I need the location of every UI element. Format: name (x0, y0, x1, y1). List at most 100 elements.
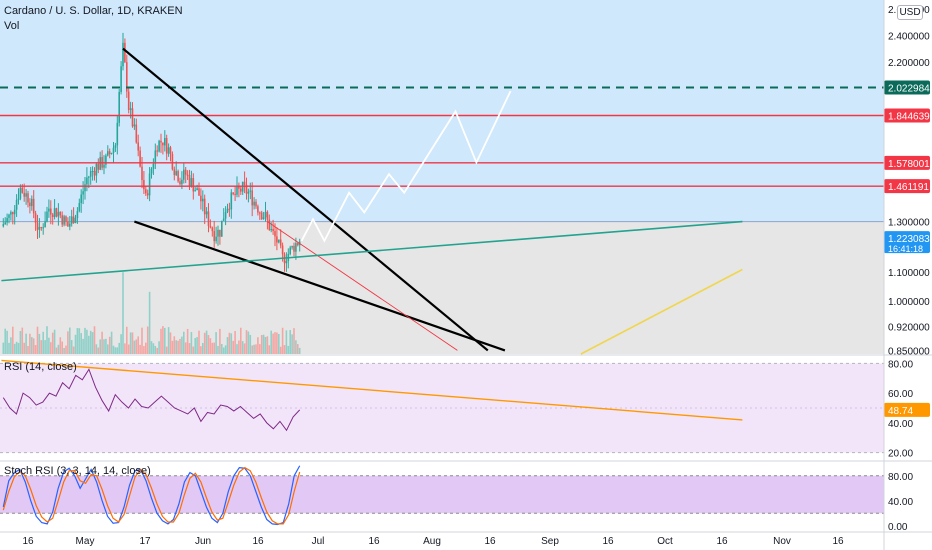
time-axis-tick: Jul (312, 536, 325, 547)
level-label: 2.022984 (888, 84, 930, 95)
candle-body (61, 215, 63, 225)
rsi-axis-tick: 60.00 (888, 389, 913, 400)
price-axis-tick: 1.000000 (888, 297, 930, 308)
candle-body (285, 261, 288, 264)
volume-bar (97, 347, 100, 354)
currency-button[interactable]: USD (897, 5, 923, 20)
volume-bar (283, 345, 286, 354)
time-axis-tick: 16 (716, 536, 728, 547)
candle-body (171, 154, 174, 170)
volume-bar (91, 332, 94, 354)
time-axis-tick: May (76, 536, 95, 547)
rsi-trendline (1, 359, 743, 421)
candle-body (103, 164, 105, 168)
volume-bar (131, 332, 134, 354)
volume-bar (213, 342, 215, 354)
level-label: 1.578001 (888, 159, 930, 170)
volume-bar (110, 331, 113, 354)
level-badge (884, 80, 930, 95)
volume-bar (156, 347, 158, 354)
volume-bar (29, 333, 31, 354)
volume-bar (169, 332, 172, 354)
candle-body (293, 245, 295, 252)
volume-bar (6, 330, 8, 354)
volume-bar (179, 338, 181, 354)
candle-body (122, 42, 124, 67)
candle-body (224, 212, 227, 219)
volume-bar (51, 332, 54, 354)
candle-body (215, 236, 217, 242)
volume-bar (188, 343, 191, 354)
candle-body (213, 231, 215, 242)
stoch-k-line (2, 465, 301, 526)
candle-body (200, 195, 202, 202)
volume-bar (53, 329, 56, 354)
candle-body (249, 190, 252, 192)
candle-body (255, 201, 257, 207)
volume-bar (93, 326, 96, 354)
upper-zone (0, 0, 884, 222)
candle-body (247, 191, 250, 194)
volume-bar (279, 346, 282, 354)
volume-bar (295, 340, 297, 354)
candle-body (69, 223, 71, 227)
candle-body (110, 152, 113, 154)
candle-body (12, 212, 14, 215)
candle-body (88, 176, 90, 178)
volume-bar (196, 337, 198, 354)
candle-body (108, 151, 111, 154)
candle-body (257, 206, 259, 213)
rsi-line (2, 368, 301, 432)
volume-bar (171, 340, 174, 354)
volume-bar (95, 344, 98, 354)
volume-bar (27, 346, 29, 354)
volume-bar (173, 336, 176, 354)
volume-bar (84, 327, 86, 354)
volume-bar (192, 346, 195, 354)
candle-body (202, 198, 204, 202)
rsi-title: RSI (14, close) (4, 361, 77, 373)
volume-bar (133, 340, 136, 354)
volume-bar (190, 331, 193, 354)
volume-bar (25, 333, 27, 354)
volume-bar (105, 338, 107, 354)
candle-body (131, 108, 134, 127)
candle-body (217, 229, 219, 237)
volume-bar (198, 330, 200, 354)
volume-bar (139, 344, 141, 354)
trendline-yellow-line (580, 268, 743, 355)
level-badge (884, 108, 930, 123)
volume-bar (200, 346, 202, 354)
candle-body (234, 193, 236, 195)
candle-body (148, 173, 151, 196)
volume-bar (219, 328, 221, 354)
candle-body (278, 239, 280, 243)
candle-body (67, 221, 69, 227)
candle-body (141, 166, 143, 181)
candle-body (48, 208, 50, 212)
candle-body (186, 174, 189, 176)
volume-bar (141, 327, 143, 354)
volume-bar (46, 326, 48, 354)
candle-body (209, 226, 212, 228)
volume-bar (143, 346, 145, 354)
candle-body (184, 169, 187, 175)
volume-bar (31, 337, 33, 354)
candle-body (89, 171, 92, 177)
candle-body (86, 177, 88, 185)
candle-body (143, 180, 145, 190)
time-axis-tick: 16 (368, 536, 380, 547)
candle-body (162, 142, 164, 146)
volume-bar (175, 340, 177, 354)
candle-body (190, 178, 193, 186)
candle-body (139, 150, 141, 167)
candle-body (27, 193, 29, 203)
candle-body (91, 170, 94, 172)
candle-body (6, 217, 8, 223)
candle-body (137, 142, 139, 151)
volume-bar (89, 330, 92, 354)
volume-bar (120, 334, 122, 354)
volume-bar (17, 342, 20, 354)
candle-body (238, 185, 240, 189)
